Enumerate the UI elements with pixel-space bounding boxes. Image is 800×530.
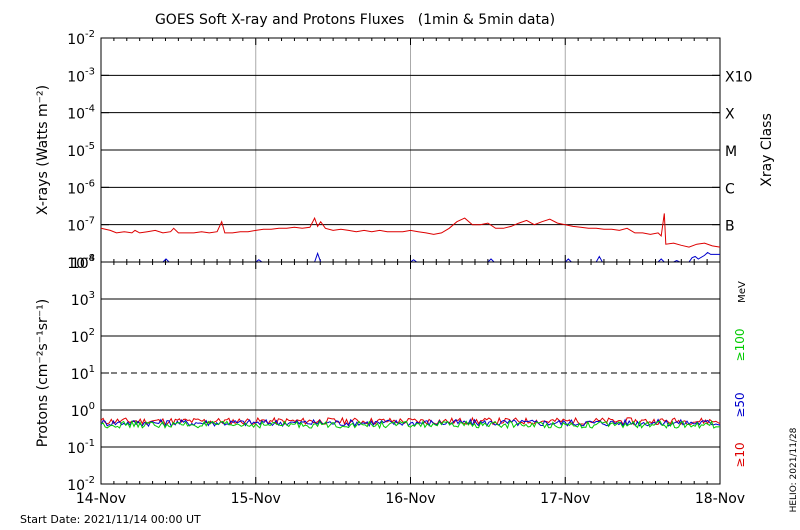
proton-y-ticks: 104 103 102 101 100 10-1 10-2 xyxy=(67,253,720,494)
y-tick-label: 100 xyxy=(71,401,95,420)
y-tick-label: 10-2 xyxy=(67,29,95,48)
xray-class-label: M xyxy=(725,144,737,160)
y-tick-label: 103 xyxy=(71,290,95,309)
chart-title: GOES Soft X-ray and Protons Fluxes (1min… xyxy=(155,12,555,28)
legend-label: ≥10 xyxy=(733,442,747,467)
x-tick-label: 14-Nov xyxy=(76,491,126,507)
proton-series-line xyxy=(100,420,721,430)
xray-class-label: X10 xyxy=(725,69,752,85)
y-tick-label: 101 xyxy=(71,364,95,383)
proton-unit-label: MeV xyxy=(737,281,748,303)
y-tick-label: 10-1 xyxy=(67,438,95,457)
x-tick-label: 18-Nov xyxy=(695,491,745,507)
proton-series-line xyxy=(100,418,721,428)
x-axis-labels: 14-Nov 15-Nov 16-Nov 17-Nov 18-Nov xyxy=(76,491,745,507)
proton-panel: 104 103 102 101 100 10-1 10-2 ≥100 ≥50 ≥10 Proto… xyxy=(35,253,748,494)
side-stamp: HELIO: 2021/11/28 xyxy=(789,427,799,512)
x-tick-label: 16-Nov xyxy=(385,491,435,507)
proton-series xyxy=(100,416,721,430)
y-tick-label: 10-4 xyxy=(67,104,95,123)
y-tick-label: 102 xyxy=(71,327,95,346)
proton-y-axis-label: Protons (cm⁻²s⁻¹sr⁻¹) xyxy=(35,299,51,448)
xray-y-ticks: 10-2 10-3 10-4 10-5 10-6 10-7 10-8 xyxy=(67,29,720,272)
y-tick-label: 10-7 xyxy=(67,216,95,235)
xray-y-axis-label: X-rays (Watts m⁻²) xyxy=(35,85,51,215)
y-tick-label: 10-2 xyxy=(67,475,95,494)
xray-class-label: C xyxy=(725,181,735,197)
proton-gridlines xyxy=(101,298,720,448)
y-tick-label: 104 xyxy=(71,253,95,272)
xray-class-label: X xyxy=(725,107,735,123)
y-tick-label: 10-8 xyxy=(67,253,95,272)
xray-class-label: B xyxy=(725,219,735,235)
x-tick-label: 15-Nov xyxy=(231,491,281,507)
start-date: Start Date: 2021/11/14 00:00 UT xyxy=(20,513,201,526)
xray-gridlines xyxy=(101,74,720,226)
xray-series-line xyxy=(100,213,721,248)
y-tick-label: 10-3 xyxy=(67,66,95,85)
y-tick-label: 10-6 xyxy=(67,178,95,197)
y-tick-label: 10-5 xyxy=(67,141,95,160)
proton-legend: ≥100 ≥50 ≥10 xyxy=(733,329,747,468)
xray-panel: 10-2 10-3 10-4 10-5 10-6 10-7 10-8 X10 X M C B X-r… xyxy=(35,29,775,272)
xray-class-axis-label: Xray Class xyxy=(759,113,775,187)
x-tick-label: 17-Nov xyxy=(540,491,590,507)
proton-series-line xyxy=(100,416,721,426)
legend-label: ≥100 xyxy=(733,329,747,362)
legend-label: ≥50 xyxy=(733,392,747,417)
proton-x-ticks xyxy=(100,262,721,484)
xray-class-labels: X10 X M C B xyxy=(725,69,752,234)
